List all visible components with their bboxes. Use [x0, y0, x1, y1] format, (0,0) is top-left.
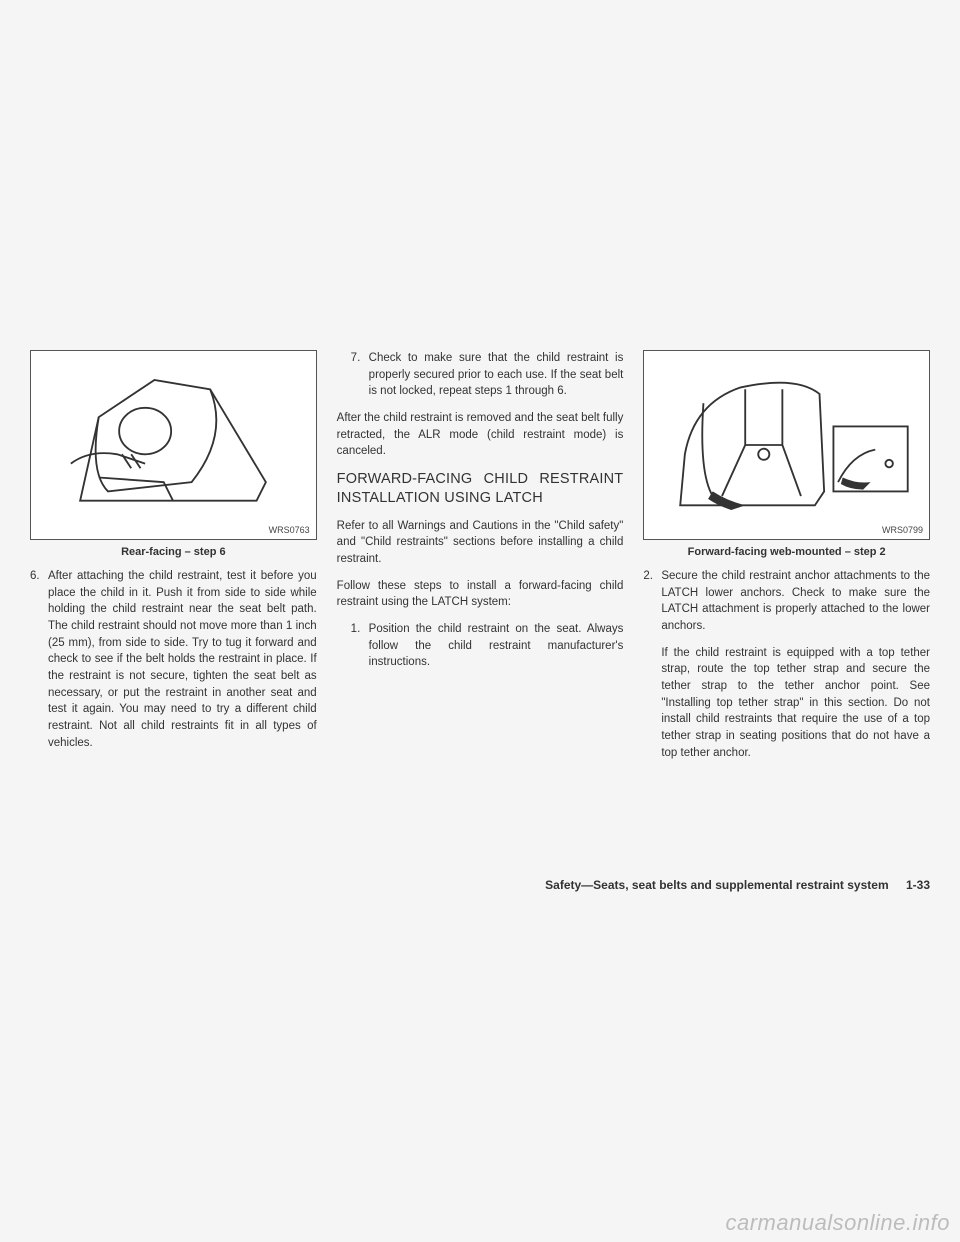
list-item-1: 1. Position the child restraint on the s…: [337, 621, 624, 671]
figure-caption-rear: Rear-facing – step 6: [30, 546, 317, 558]
body-text-col1: 6. After attaching the child restraint, …: [30, 568, 317, 761]
list-number: 6.: [30, 568, 48, 751]
list-body: Secure the child restraint anchor attach…: [661, 568, 930, 635]
figure-code: WRS0763: [269, 525, 310, 535]
figure-caption-forward: Forward-facing web-mounted – step 2: [643, 546, 930, 558]
column-2: 7. Check to make sure that the child res…: [337, 350, 624, 771]
page-content: WRS0763 Rear-facing – step 6 6. After at…: [30, 350, 930, 771]
page-footer: Safety—Seats, seat belts and supplementa…: [545, 878, 930, 892]
list-number: 1.: [351, 621, 369, 671]
paragraph-refer: Refer to all Warnings and Cautions in th…: [337, 518, 624, 568]
section-heading: FORWARD-FACING CHILD RESTRAINT INSTALLAT…: [337, 470, 624, 508]
list-number: 7.: [351, 350, 369, 400]
watermark: carmanualsonline.info: [725, 1210, 950, 1236]
paragraph-follow: Follow these steps to install a forward-…: [337, 578, 624, 611]
list-item-2: 2. Secure the child restraint anchor att…: [643, 568, 930, 635]
forward-facing-seat-illustration: [657, 360, 917, 530]
footer-page-number: 1-33: [906, 878, 930, 892]
figure-rear-facing: WRS0763: [30, 350, 317, 540]
list-item-7: 7. Check to make sure that the child res…: [337, 350, 624, 400]
list-item-6: 6. After attaching the child restraint, …: [30, 568, 317, 751]
figure-code: WRS0799: [882, 525, 923, 535]
list-body: Check to make sure that the child restra…: [369, 350, 624, 400]
paragraph-after: After the child restraint is removed and…: [337, 410, 624, 460]
footer-section: Safety—Seats, seat belts and supplementa…: [545, 878, 888, 892]
rear-facing-seat-illustration: [43, 360, 303, 530]
figure-forward-facing: WRS0799: [643, 350, 930, 540]
column-3: WRS0799 Forward-facing web-mounted – ste…: [643, 350, 930, 771]
paragraph-tether: If the child restraint is equipped with …: [643, 645, 930, 762]
column-1: WRS0763 Rear-facing – step 6 6. After at…: [30, 350, 317, 771]
list-body: Position the child restraint on the seat…: [369, 621, 624, 671]
body-text-col3: 2. Secure the child restraint anchor att…: [643, 568, 930, 771]
body-text-col2: 7. Check to make sure that the child res…: [337, 350, 624, 681]
list-number: 2.: [643, 568, 661, 635]
list-body: After attaching the child restraint, tes…: [48, 568, 317, 751]
